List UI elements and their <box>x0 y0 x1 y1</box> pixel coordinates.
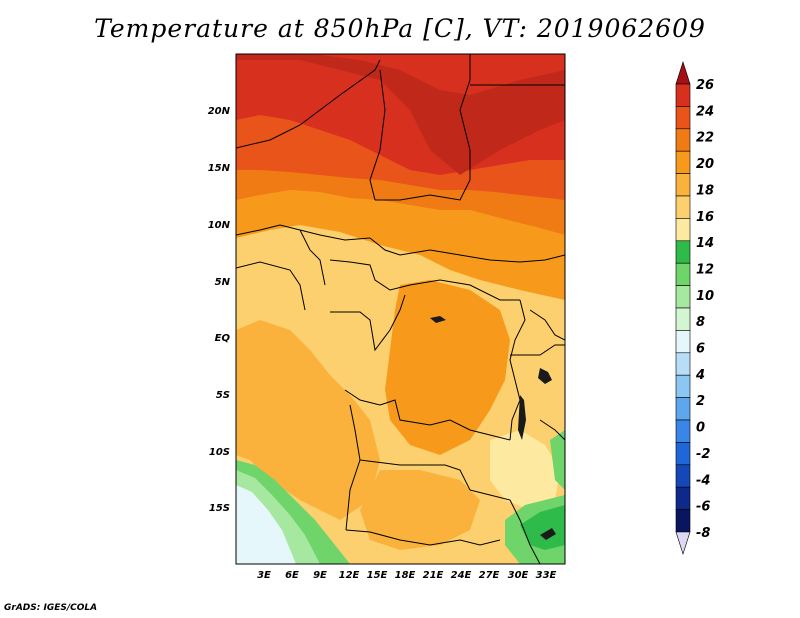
colorbar-swatch <box>675 374 691 398</box>
lat-label: 5S <box>216 390 230 401</box>
band-south-18 <box>360 470 480 550</box>
colorbar-swatch <box>675 486 691 510</box>
colorbar-label: 14 <box>696 236 714 251</box>
colorbar-swatch <box>675 442 691 466</box>
colorbar-bottom-arrow <box>675 531 691 555</box>
colorbar-label: 6 <box>696 342 705 357</box>
lon-label: 9E <box>313 570 327 581</box>
band-lake-16 <box>490 430 560 510</box>
colorbar-label: 12 <box>696 262 714 277</box>
lakes <box>430 316 556 540</box>
colorbar-label: 2 <box>696 394 705 409</box>
band-cool-8 <box>236 485 296 564</box>
colorbar-top-arrow <box>675 61 691 85</box>
lat-label: 15N <box>208 163 231 174</box>
colorbar-label: 8 <box>696 315 705 330</box>
band-central-20 <box>385 280 510 455</box>
colorbar-label: 0 <box>696 421 705 436</box>
colorbar-swatch <box>675 173 691 197</box>
colorbar-label: 4 <box>695 368 705 383</box>
colorbar-label: 24 <box>696 104 714 119</box>
colorbar-label: 18 <box>696 183 714 198</box>
colorbar-swatch <box>675 150 691 174</box>
colorbar-swatch <box>675 195 691 219</box>
grads-credit: GrADS: IGES/COLA <box>4 603 98 613</box>
colorbar-swatch <box>675 352 691 376</box>
lon-label: 27E <box>479 570 500 581</box>
lon-label: 15E <box>367 570 388 581</box>
lon-label: 21E <box>423 570 444 581</box>
colorbar-label: 22 <box>696 131 714 146</box>
lat-axis: 20N 15N 10N 5N EQ 5S 10S 15S <box>208 106 231 514</box>
colorbar-swatch <box>675 128 691 152</box>
temperature-field <box>236 54 565 564</box>
lon-axis: 3E 6E 9E 12E 15E 18E 21E 24E 27E 30E 33E <box>257 570 556 581</box>
colorbar-swatch <box>675 397 691 421</box>
lat-label: 15S <box>209 503 230 514</box>
lat-label: EQ <box>215 333 231 344</box>
colorbar-swatch <box>675 106 691 130</box>
lon-label: 6E <box>285 570 299 581</box>
lat-label: 20N <box>208 106 231 117</box>
colorbar-label: 20 <box>696 157 714 172</box>
lon-label: 33E <box>536 570 557 581</box>
lon-label: 30E <box>508 570 529 581</box>
colorbar-swatch <box>675 240 691 264</box>
colorbar-swatch <box>675 307 691 331</box>
colorbar-label: 16 <box>696 210 714 225</box>
band-west-18 <box>236 320 380 520</box>
lon-label: 3E <box>257 570 271 581</box>
colorbar-label: -2 <box>696 447 710 462</box>
lat-label: 10N <box>208 220 231 231</box>
band-hot-core <box>236 54 565 175</box>
lon-label: 24E <box>451 570 472 581</box>
map-frame <box>235 53 566 565</box>
colorbar-label: -6 <box>696 500 710 515</box>
colorbar-swatch <box>675 285 691 309</box>
lon-label: 12E <box>339 570 360 581</box>
colorbar-swatch <box>675 262 691 286</box>
colorbar-swatch <box>675 464 691 488</box>
map-title: Temperature at 850hPa [C], VT: 201906260… <box>94 14 706 43</box>
band-se-10 <box>520 505 565 550</box>
colorbar-label: 26 <box>696 78 714 93</box>
colorbar-swatch <box>675 83 691 107</box>
lat-label: 5N <box>215 277 231 288</box>
country-borders <box>236 54 565 564</box>
colorbar-label: 10 <box>696 289 714 304</box>
colorbar-swatch <box>675 330 691 354</box>
colorbar-swatch <box>675 419 691 443</box>
colorbar-label: -4 <box>696 473 710 488</box>
colorbar-swatch <box>675 218 691 242</box>
lat-label: 10S <box>209 447 230 458</box>
lon-label: 18E <box>395 570 416 581</box>
colorbar-label: -8 <box>696 526 710 541</box>
colorbar-swatch <box>675 509 691 533</box>
band-east-12 <box>550 430 565 490</box>
